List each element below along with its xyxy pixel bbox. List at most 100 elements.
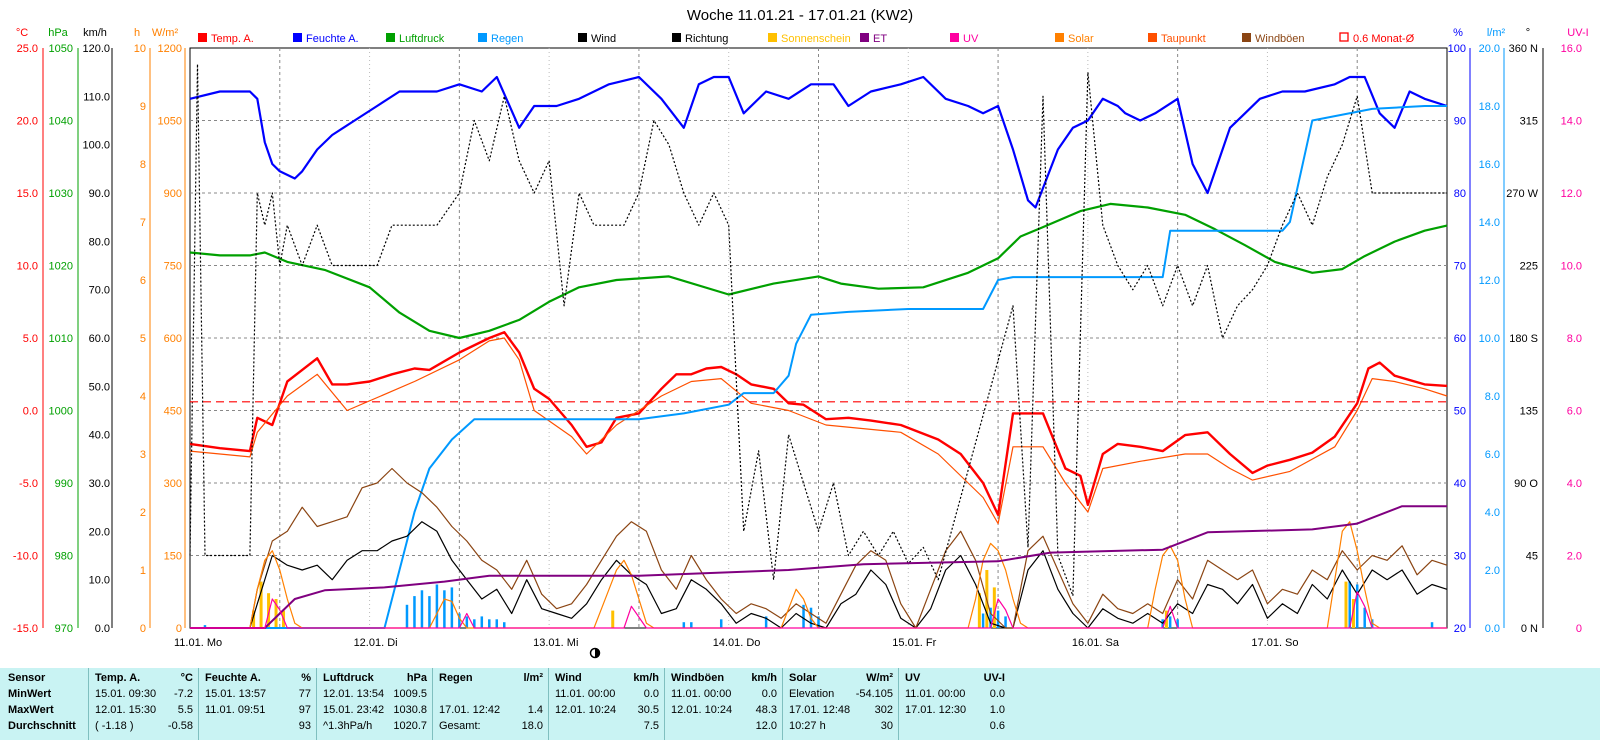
axis-unit-label: hPa: [48, 27, 68, 39]
legend-item: Feuchte A.: [293, 33, 359, 45]
stats-time: 17.01. 12:30: [905, 704, 967, 716]
legend-label: Sonnenschein: [781, 33, 851, 45]
legend-item: Taupunkt: [1148, 33, 1206, 45]
stats-value: 1009.5: [393, 688, 427, 700]
legend-item: Regen: [478, 33, 523, 45]
solar-axis-label: 300: [164, 478, 182, 490]
bar-regenrate: [719, 619, 723, 628]
stats-value: -0.58: [167, 720, 193, 732]
bar-regenrate: [203, 625, 207, 628]
axis-unit-label: km/h: [83, 27, 107, 39]
uv-axis-label: 4.0: [1567, 478, 1582, 490]
day-label: 14.01. Do: [713, 637, 761, 649]
sunhours-axis-label: 8: [140, 159, 146, 171]
stats-time: 15.01. 23:42: [323, 704, 385, 716]
wind-axis-label: 20.0: [89, 526, 110, 538]
stats-time: 11.01. 00:00: [905, 688, 966, 700]
wind-axis-label: 50.0: [89, 381, 110, 393]
humidity-axis-label: 100: [1448, 43, 1466, 55]
pressure-axis-label: 1050: [49, 43, 73, 55]
direction-axis-label: 270 W: [1506, 188, 1538, 200]
stats-time: 15.01. 13:57: [205, 688, 267, 700]
bar-regenrate: [1430, 622, 1434, 628]
day-label: 16.01. Sa: [1072, 637, 1120, 649]
pressure-axis-label: 1020: [49, 261, 73, 273]
stats-time: Elevation: [789, 688, 835, 700]
stats-value: 93: [298, 720, 311, 732]
solar-axis-label: 150: [164, 551, 182, 563]
humidity-axis-label: 20: [1454, 623, 1466, 635]
humidity-axis-label: 50: [1454, 406, 1466, 418]
grid: [190, 48, 1447, 628]
axis-units: °C hPa km/h h W/m²% l/m² ° UV-I: [16, 27, 1589, 628]
stats-value: 30: [880, 720, 893, 732]
bar-regenrate: [435, 584, 439, 628]
series-line-richtung: [189, 63, 1447, 597]
stats-time: ^1.3hPa/h: [323, 720, 373, 732]
day-label: 12.01. Di: [354, 637, 398, 649]
legend-item: Wind: [578, 33, 616, 45]
legend-label: Luftdruck: [399, 33, 445, 45]
axis-unit-label: UV-I: [1567, 27, 1588, 39]
rain-axis-label: 12.0: [1479, 275, 1500, 287]
legend-item: 0.6 Monat-Ø: [1339, 32, 1415, 45]
rain-axis-label: 10.0: [1479, 333, 1500, 345]
wind-axis-label: 80.0: [89, 236, 110, 248]
stats-unit: hPa: [406, 672, 427, 684]
row-min-label: MinWert: [8, 688, 52, 700]
direction-axis-label: 360 N: [1509, 43, 1538, 55]
stats-solar: Solar W/m² Elevation -54.105 17.01. 12:48 302…: [782, 668, 899, 740]
humidity-axis-label: 40: [1454, 478, 1466, 490]
stats-unit: km/h: [751, 672, 777, 684]
rain-axis-label: 6.0: [1485, 449, 1500, 461]
legend-item: Windböen: [1242, 33, 1305, 45]
bar-sonnenschein: [1344, 581, 1348, 628]
stats-gust: Windböen km/h 11.01. 00:00 0.0 12.01. 10:24 4…: [664, 668, 783, 740]
bar-regenrate: [1355, 584, 1359, 628]
legend-item: Luftdruck: [386, 33, 445, 45]
sunhours-axis-label: 5: [140, 333, 146, 345]
legend-item: Solar: [1055, 33, 1094, 45]
axis-unit-label: °C: [16, 27, 28, 39]
bar-regenrate: [458, 613, 461, 628]
stats-time: ( -1.18 ): [95, 720, 134, 732]
humidity-axis-label: 30: [1454, 551, 1466, 563]
humidity-axis-label: 80: [1454, 188, 1466, 200]
time-marker: [589, 647, 601, 659]
stats-header: UV: [905, 672, 921, 684]
series-line-luftdruck: [189, 202, 1448, 340]
wind-axis-label: 40.0: [89, 430, 110, 442]
rain-axis-label: 18.0: [1479, 101, 1500, 113]
pressure-axis-label: 1030: [49, 188, 73, 200]
stats-uv: UV UV-I 11.01. 00:00 0.0 17.01. 12:30 1.0 0.6: [898, 668, 1011, 740]
stats-time: Gesamt:: [439, 720, 481, 732]
stats-value: 1.4: [527, 704, 543, 716]
axis-unit-label: W/m²: [152, 27, 179, 39]
legend-swatch: [1339, 32, 1349, 42]
stats-value: 5.5: [177, 704, 193, 716]
stats-value: 0.0: [989, 688, 1005, 700]
stats-temp: Temp. A. °C 15.01. 09:30 -7.2 12.01. 15:30 5.…: [88, 668, 199, 740]
bar-regenrate: [428, 596, 431, 628]
stats-header: Luftdruck: [323, 672, 374, 684]
stats-time: 10:27 h: [789, 720, 826, 732]
legend-label: Richtung: [685, 33, 728, 45]
legend-item: Richtung: [672, 33, 728, 45]
legend-swatch: [478, 33, 487, 42]
stats-header: Wind: [555, 672, 582, 684]
legend-label: Regen: [491, 33, 523, 45]
legend-label: Wind: [591, 33, 616, 45]
wind-axis-label: 110.0: [83, 91, 110, 103]
rain-axis-label: 20.0: [1479, 43, 1500, 55]
stats-time: 12.01. 10:24: [671, 704, 733, 716]
stats-value: 48.3: [755, 704, 777, 716]
day-label: 15.01. Fr: [892, 637, 936, 649]
stats-sensor: Sensor MinWert MaxWert Durchschnitt: [0, 668, 88, 740]
sensor-header: Sensor: [8, 672, 46, 684]
wind-axis-label: 30.0: [89, 478, 110, 490]
stats-time: 12.01. 10:24: [555, 704, 617, 716]
uv-axis-label: 10.0: [1561, 261, 1582, 273]
bar-regenrate: [1363, 607, 1366, 628]
temp-axis-label: -10.0: [13, 551, 38, 563]
bar-regenrate: [443, 590, 446, 628]
